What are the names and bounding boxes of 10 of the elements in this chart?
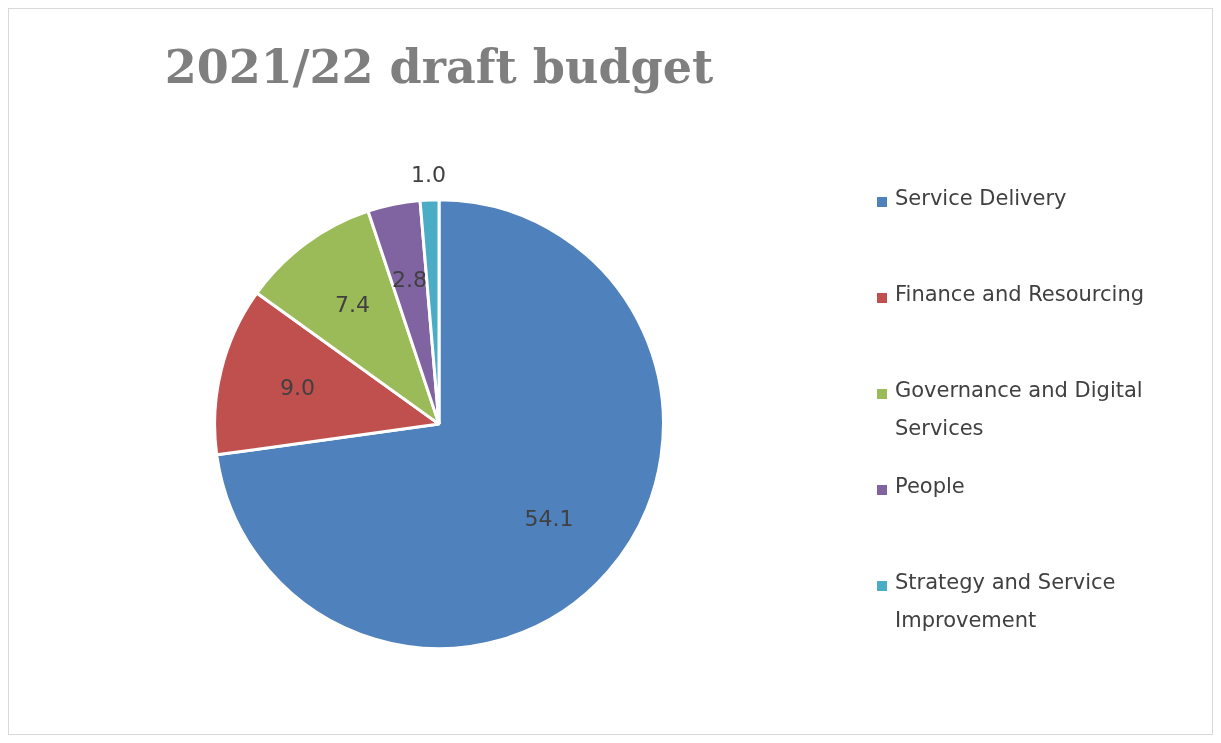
data-label: 7.4 bbox=[335, 292, 371, 318]
legend-label: Finance and Resourcing bbox=[895, 281, 1145, 308]
legend-label: Service Delivery bbox=[895, 185, 1067, 212]
chart-title: 2021/22 draft budget bbox=[164, 39, 715, 94]
data-label: 1.0 bbox=[411, 161, 446, 187]
data-label: 54.1 bbox=[524, 505, 574, 531]
data-label: 9.0 bbox=[279, 374, 315, 400]
legend-label: People bbox=[895, 473, 965, 500]
legend-label: Strategy and Service Improvement bbox=[895, 569, 1117, 634]
legend-label: Governance and Digital Services bbox=[895, 377, 1144, 442]
